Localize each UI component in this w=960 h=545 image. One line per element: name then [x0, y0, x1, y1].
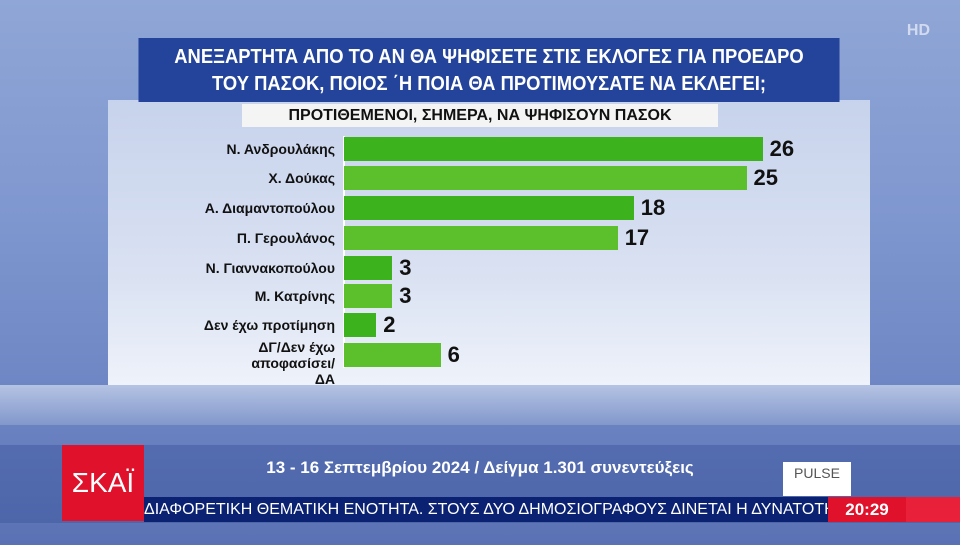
- category-label: Χ. Δούκας: [268, 170, 335, 186]
- bar: [344, 284, 393, 308]
- ticker-accent: [906, 497, 960, 522]
- value-label: 17: [624, 225, 650, 250]
- title-line-1: ΑΝΕΞΑΡΤΗΤΑ ΑΠΟ ΤΟ ΑΝ ΘΑ ΨΗΦΙΣΕΤΕ ΣΤΙΣ ΕΚ…: [174, 46, 804, 68]
- value-label: 26: [769, 136, 795, 161]
- value-label: 18: [640, 195, 666, 220]
- bar: [344, 256, 393, 280]
- floor: [0, 385, 960, 425]
- category-label: Ν. Ανδρουλάκης: [226, 141, 335, 157]
- value-label: 25: [753, 165, 778, 190]
- subtitle: ΠΡΟΤΙΘΕΜΕΝΟΙ, ΣΗΜΕΡΑ, ΝΑ ΨΗΦΙΣΟΥΝ ΠΑΣΟΚ: [242, 104, 718, 127]
- news-ticker: ΔΙΑΦΟΡΕΤΙΚΗ ΘΕΜΑΤΙΚΗ ΕΝΟΤΗΤΑ. ΣΤΟΥΣ ΔΥΟ …: [144, 497, 828, 522]
- bar: [344, 313, 377, 337]
- category-label: Μ. Κατρίνης: [254, 288, 335, 304]
- bar: [344, 137, 763, 161]
- date-sample: 13 - 16 Σεπτεμβρίου 2024 / Δείγμα 1.301 …: [266, 458, 694, 477]
- value-label: 6: [447, 342, 460, 367]
- pollster-name: PULSE: [794, 465, 840, 481]
- category-label: Δεν έχω προτίμηση: [203, 317, 335, 333]
- channel-logo: ΣΚΑΪ: [62, 445, 144, 521]
- bar: [344, 166, 747, 190]
- category-label: Ν. Γιαννακοπούλου: [205, 260, 335, 276]
- bar: [344, 226, 618, 250]
- category-label: ΔΓ/Δεν έχω αποφασίσει/ ΔΑ: [251, 339, 335, 387]
- axis-line: [343, 136, 345, 368]
- clock: 20:29: [828, 497, 906, 522]
- title-line-2: ΤΟΥ ΠΑΣΟΚ, ΠΟΙΟΣ ΄Η ΠΟΙΑ ΘΑ ΠΡΟΤΙΜΟΥΣΑΤΕ…: [211, 73, 766, 95]
- hd-badge: HD: [906, 22, 930, 39]
- value-label: 3: [399, 255, 412, 280]
- value-label: 2: [383, 312, 396, 337]
- bar: [344, 196, 634, 220]
- value-label: 3: [399, 283, 412, 308]
- category-label: Α. Διαμαντοπούλου: [204, 200, 335, 216]
- pollster-logo: PULSE: [783, 462, 851, 496]
- poll-question: ΑΝΕΞΑΡΤΗΤΑ ΑΠΟ ΤΟ ΑΝ ΘΑ ΨΗΦΙΣΕΤΕ ΣΤΙΣ ΕΚ…: [138, 38, 840, 102]
- category-label: Π. Γερουλάνος: [236, 230, 335, 246]
- bar: [344, 343, 441, 367]
